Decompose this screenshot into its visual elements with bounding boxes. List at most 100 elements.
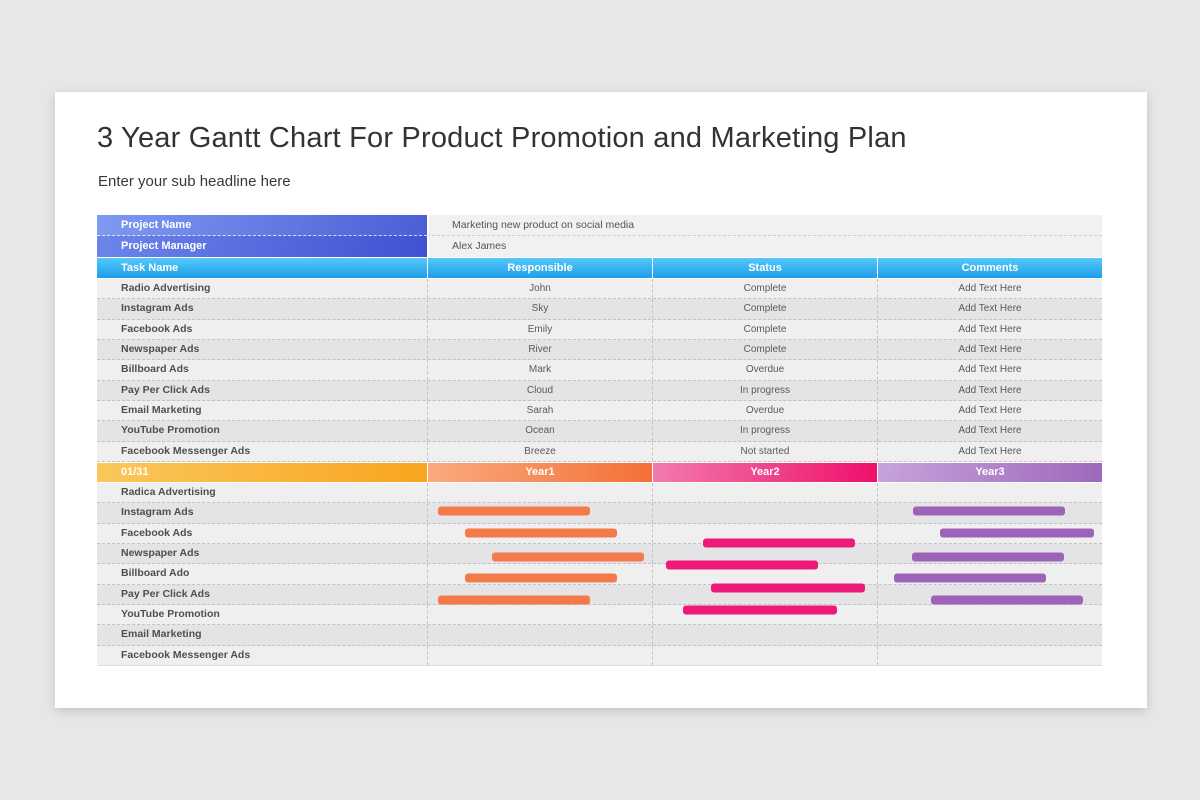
status-cell: Not started [652, 441, 877, 461]
gantt-year-cell [427, 503, 652, 523]
status-cell: Overdue [652, 360, 877, 380]
gantt-row: Billboard Ado [97, 560, 1102, 585]
gantt-task-cell: Pay Per Click Ads [121, 587, 210, 600]
column-header: Comments [877, 257, 1102, 279]
project-info-value: Marketing new product on social media [427, 215, 1102, 236]
table-row: Newspaper Ads River Complete Add Text Here [97, 339, 1102, 361]
column-header: Task Name [97, 257, 427, 279]
gantt-year-cell [877, 584, 1102, 605]
gantt-year-cell [877, 543, 1102, 564]
table-row: Facebook Messenger Ads Breeze Not started A… [97, 441, 1102, 462]
gantt-year-cell [877, 482, 1102, 503]
comments-cell: Add Text Here [877, 339, 1102, 360]
gantt-bar-year2 [710, 583, 866, 593]
gantt-year-cell [427, 625, 652, 645]
gantt-bar-year3 [911, 552, 1065, 562]
gantt-year-header: Year2 [652, 461, 877, 483]
responsible-cell: Breeze [427, 441, 652, 461]
gantt-year-cell [652, 625, 877, 645]
column-header: Responsible [427, 257, 652, 279]
gantt-bar-year3 [930, 595, 1084, 605]
comments-cell: Add Text Here [877, 380, 1102, 400]
gantt-task-cell: YouTube Promotion [121, 607, 220, 620]
gantt-row: Radica Advertising [97, 482, 1102, 504]
comments-cell: Add Text Here [877, 421, 1102, 441]
gantt-bar-year1 [491, 552, 644, 562]
gantt-task-cell: Newspaper Ads [121, 546, 200, 559]
gantt-year-cell [652, 523, 877, 543]
status-cell: Complete [652, 299, 877, 319]
gantt-year-cell [652, 538, 877, 564]
responsible-cell: John [427, 279, 652, 299]
gantt-task-cell: Facebook Messenger Ads [121, 648, 251, 661]
status-cell: Complete [652, 319, 877, 339]
gantt-table: Project Name Marketing new product on soc… [97, 215, 1102, 666]
gantt-bar-year2 [702, 538, 856, 548]
comments-cell: Add Text Here [877, 299, 1102, 319]
gantt-row: Email Marketing [97, 625, 1102, 646]
table-row: Radio Advertising John Complete Add Text He… [97, 279, 1102, 300]
gantt-year-cell [652, 482, 877, 503]
task-name-cell: YouTube Promotion [121, 424, 220, 437]
responsible-cell: Mark [427, 360, 652, 380]
gantt-task-cell: Facebook Ads [121, 526, 193, 539]
gantt-year-header: Year3 [877, 461, 1102, 483]
gantt-bar-year2 [665, 560, 819, 570]
gantt-row: Pay Per Click Ads [97, 583, 1102, 605]
gantt-task-cell: Email Marketing [121, 628, 202, 641]
gantt-row: Facebook Messenger Ads [97, 645, 1102, 666]
page-title: 3 Year Gantt Chart For Product Promotion… [97, 122, 907, 154]
gantt-bar-year3 [939, 528, 1095, 538]
gantt-year-cell [427, 564, 652, 584]
gantt-year-cell [427, 645, 652, 665]
page-subtitle: Enter your sub headline here [98, 173, 291, 190]
gantt-bar-year1 [464, 573, 618, 583]
gantt-row: Newspaper Ads [97, 538, 1102, 565]
gantt-year-cell [877, 503, 1102, 523]
gantt-year-cell [427, 482, 652, 503]
task-name-cell: Newspaper Ads [121, 342, 200, 355]
gantt-task-cell: Instagram Ads [121, 506, 194, 519]
gantt-bar-year1 [464, 528, 618, 538]
status-cell: In progress [652, 380, 877, 400]
table-row: Instagram Ads Sky Complete Add Text Here [97, 299, 1102, 320]
gantt-bar-year3 [893, 573, 1047, 583]
comments-cell: Add Text Here [877, 279, 1102, 299]
gantt-year-header: Year1 [427, 461, 652, 483]
project-info-label: Project Manager [97, 236, 427, 257]
responsible-cell: Sarah [427, 400, 652, 421]
gantt-year-cell [652, 583, 877, 604]
responsible-cell: River [427, 339, 652, 360]
project-info-row: Project Manager Alex James [97, 236, 1102, 257]
gantt-year-cell [877, 523, 1102, 543]
project-info-value: Alex James [427, 236, 1102, 257]
status-cell: Complete [652, 339, 877, 360]
gantt-year-cell [652, 645, 877, 665]
table-row: YouTube Promotion Ocean In progress Add Tex… [97, 421, 1102, 442]
gantt-task-cell: Radica Advertising [121, 485, 216, 498]
gantt-year-cell [427, 523, 652, 543]
column-header: Status [652, 257, 877, 279]
gantt-row: YouTube Promotion [97, 604, 1102, 626]
gantt-bar-year2 [682, 605, 838, 615]
responsible-cell: Ocean [427, 421, 652, 441]
task-name-cell: Email Marketing [121, 403, 202, 416]
status-header-row: Task Name Responsible Status Comments [97, 257, 1102, 279]
gantt-year-cell [427, 584, 652, 605]
gantt-year-cell [652, 560, 877, 584]
gantt-date-header: 01/31 [97, 461, 427, 483]
status-cell: In progress [652, 421, 877, 441]
task-name-cell: Radio Advertising [121, 282, 211, 294]
gantt-bar-year1 [437, 506, 591, 516]
gantt-year-cell [652, 604, 877, 625]
responsible-cell: Cloud [427, 380, 652, 400]
comments-cell: Add Text Here [877, 319, 1102, 339]
status-cell: Overdue [652, 400, 877, 421]
gantt-header-row: 01/31 Year1 Year2 Year3 [97, 461, 1102, 483]
gantt-year-cell [877, 604, 1102, 625]
gantt-row: Facebook Ads [97, 523, 1102, 544]
gantt-year-cell [652, 503, 877, 523]
gantt-year-cell [877, 564, 1102, 584]
task-name-cell: Instagram Ads [121, 302, 194, 315]
gantt-row: Instagram Ads [97, 503, 1102, 524]
